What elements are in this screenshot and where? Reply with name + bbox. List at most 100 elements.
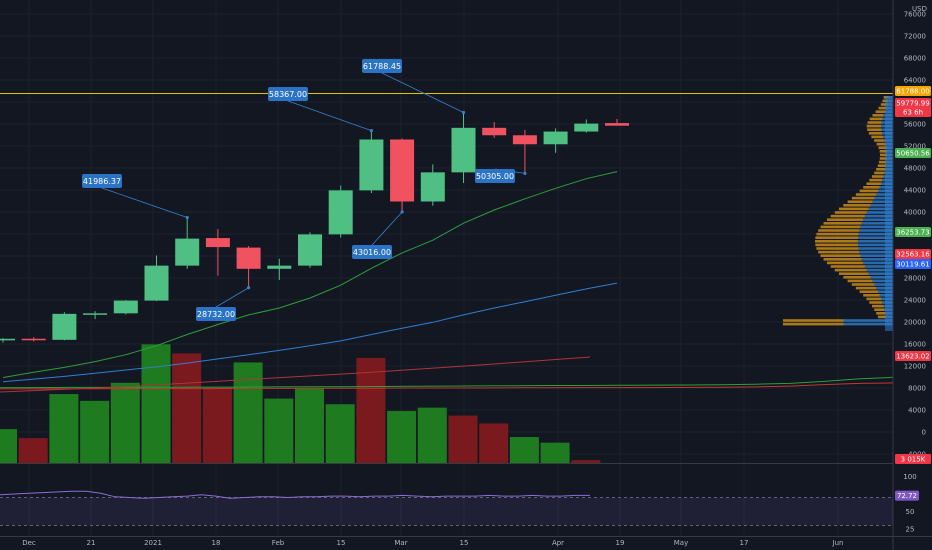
profile-bar-orange	[877, 164, 887, 167]
profile-bar-orange	[851, 196, 875, 200]
profile-bar-blue	[858, 247, 893, 250]
profile-bar-blue	[876, 286, 893, 290]
price-tag-label: 63 6h	[903, 109, 923, 117]
volume-bar	[356, 357, 386, 463]
profile-bar-orange	[820, 225, 861, 229]
x-tick-label: 18	[212, 539, 221, 547]
profile-bar-blue	[857, 240, 893, 243]
profile-bar-orange	[869, 117, 883, 121]
volume-bar	[264, 398, 294, 463]
candle-body	[0, 338, 15, 341]
volume-bar	[479, 423, 509, 463]
candle-body	[267, 265, 292, 269]
profile-bar-blue	[872, 200, 893, 203]
price-tag	[895, 454, 931, 464]
rsi-line	[0, 490, 590, 499]
profile-bar-orange	[871, 175, 884, 178]
y-tick-label: 4000	[908, 407, 926, 415]
profile-bar-orange	[876, 168, 886, 171]
y-tick-label: 72000	[904, 33, 926, 41]
volume-bar	[448, 415, 478, 463]
profile-bar-orange	[866, 297, 882, 301]
profile-bar-orange	[818, 250, 860, 254]
profile-bar-blue	[860, 225, 893, 229]
x-tick-label: Feb	[272, 539, 285, 547]
price-ma-slow	[2, 282, 618, 383]
volume-bars	[0, 344, 601, 463]
volume-ma-fast	[0, 376, 894, 389]
profile-bar-orange	[834, 268, 867, 272]
profile-bar-blue	[874, 196, 893, 200]
volume-bar	[509, 437, 539, 463]
price-tag	[895, 107, 931, 117]
profile-bar-orange	[872, 114, 884, 117]
candle-body	[482, 127, 507, 136]
y-tick-label: 68000	[904, 55, 926, 63]
profile-strip	[885, 96, 893, 331]
time-axis: Dec 21 2021 18 Feb 15 Mar 15 Apr 19 May 17 Jun	[22, 539, 843, 547]
volume-bar	[141, 344, 171, 463]
annotation-box	[268, 87, 308, 101]
profile-bar-orange	[855, 286, 877, 290]
y-tick-label: 16000	[904, 341, 926, 349]
candle-body	[236, 247, 261, 269]
x-tick-label: Dec	[22, 539, 36, 547]
y-tick-label: 40000	[904, 209, 926, 217]
y-tick-label: 28000	[904, 275, 926, 283]
profile-bar-orange	[877, 315, 887, 319]
candle-body	[144, 265, 169, 301]
price-tag-label: 36253.73	[896, 229, 929, 237]
profile-bar-orange	[869, 178, 883, 182]
volume-ma-trend	[0, 356, 591, 393]
profile-bar-blue	[866, 268, 893, 272]
profile-bar-orange	[866, 182, 882, 185]
annotation-label: 43016.00	[353, 248, 391, 257]
profile-bar-orange	[815, 243, 859, 247]
profile-bar-orange	[871, 304, 884, 308]
volume-bar	[571, 460, 601, 463]
profile-bar-blue	[843, 322, 893, 326]
x-tick-label: May	[674, 539, 688, 547]
profile-bar-orange	[839, 272, 869, 275]
profile-bar-orange	[863, 294, 880, 297]
rsi-tick-label: 50	[906, 508, 915, 516]
rsi-tick-label: 100	[903, 473, 916, 481]
profile-bar-orange	[876, 312, 886, 315]
profile-bar-orange	[869, 301, 883, 304]
annotation-box	[196, 307, 236, 321]
volume-bar	[172, 353, 202, 463]
profile-bar-blue	[868, 207, 893, 211]
candle-body	[83, 313, 108, 315]
profile-bar-blue	[872, 279, 893, 283]
profile-bar-blue	[864, 214, 893, 218]
volume-bar	[540, 442, 570, 463]
profile-bar-orange	[867, 128, 882, 131]
profile-bar-blue	[859, 250, 893, 254]
x-tick-label: 19	[616, 539, 625, 547]
annotation-leader	[101, 187, 188, 218]
annotation-dot	[247, 286, 251, 290]
annotation-label: 58367.00	[269, 90, 307, 99]
moving-averages	[0, 93, 894, 393]
candle-body	[512, 135, 537, 145]
profile-bar-orange	[843, 276, 871, 279]
x-tick-label: Mar	[394, 539, 407, 547]
profile-bar-blue	[870, 276, 893, 279]
annotation-label: 41986.37	[83, 177, 121, 186]
y-tick-label: 64000	[904, 77, 926, 85]
rsi-value-label: 72.72	[897, 492, 917, 500]
price-tag	[895, 86, 931, 96]
candle-body	[390, 139, 415, 202]
candle-body	[298, 234, 322, 266]
candle-body	[21, 338, 46, 341]
profile-bar-orange	[867, 121, 882, 124]
profile-bar-orange	[878, 160, 887, 164]
candle-body	[543, 131, 568, 145]
volume-bar	[202, 387, 232, 463]
volume-bar	[80, 400, 110, 463]
profile-bar-orange	[874, 139, 885, 142]
candle-body	[175, 238, 200, 266]
price-tag-label: 50650.56	[896, 150, 930, 158]
